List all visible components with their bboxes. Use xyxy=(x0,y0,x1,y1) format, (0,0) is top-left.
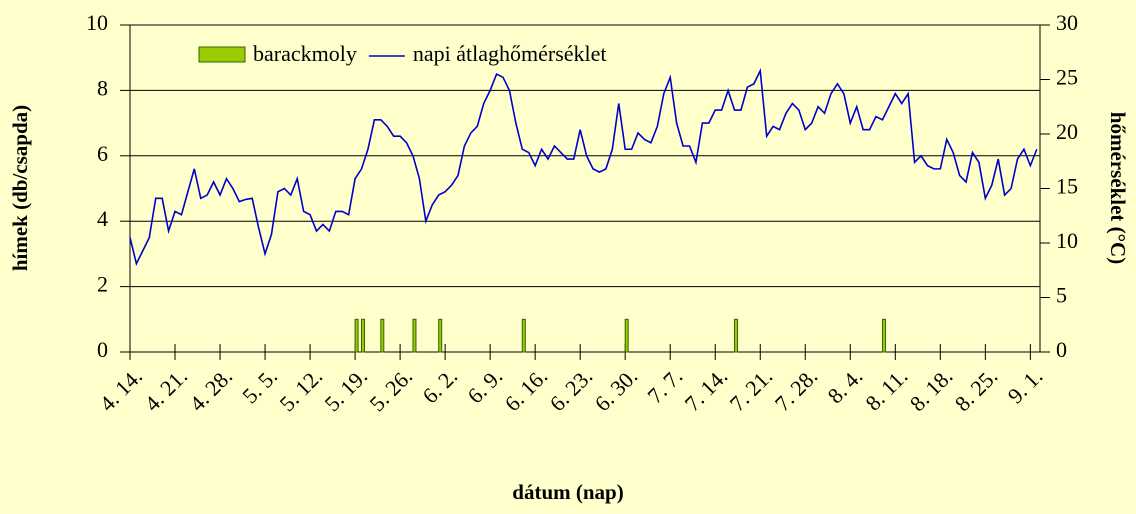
bar xyxy=(624,318,629,353)
y-tick-label: 8 xyxy=(97,75,108,100)
y2-tick-label: 25 xyxy=(1056,65,1078,90)
y-tick-label: 2 xyxy=(97,272,108,297)
y2-axis-title: hőmérséklet (°C) xyxy=(1106,112,1130,264)
bar xyxy=(412,318,417,353)
y-tick-label: 4 xyxy=(97,206,108,231)
legend-label: napi átlaghőmérséklet xyxy=(413,41,607,66)
y-tick-label: 6 xyxy=(97,141,108,166)
y-tick-label: 10 xyxy=(86,10,108,35)
y2-tick-label: 15 xyxy=(1056,174,1078,199)
bar xyxy=(438,318,443,353)
legend-swatch xyxy=(198,46,246,63)
legend-label: barackmoly xyxy=(253,41,357,66)
y-tick-label: 0 xyxy=(97,337,108,362)
temperature-line xyxy=(129,67,1038,267)
bar xyxy=(734,318,739,353)
y2-tick-label: 0 xyxy=(1056,337,1067,362)
bar xyxy=(380,318,385,353)
bar xyxy=(521,318,526,353)
y-axis-title: hímek (db/csapda) xyxy=(8,105,32,271)
y2-tick-label: 5 xyxy=(1056,283,1067,308)
y2-tick-label: 20 xyxy=(1056,119,1078,144)
x-axis-title: dátum (nap) xyxy=(512,480,623,504)
bar xyxy=(361,318,366,353)
bar xyxy=(354,318,359,353)
bar xyxy=(881,318,886,353)
y2-tick-label: 30 xyxy=(1056,10,1078,35)
y2-tick-label: 10 xyxy=(1056,228,1078,253)
